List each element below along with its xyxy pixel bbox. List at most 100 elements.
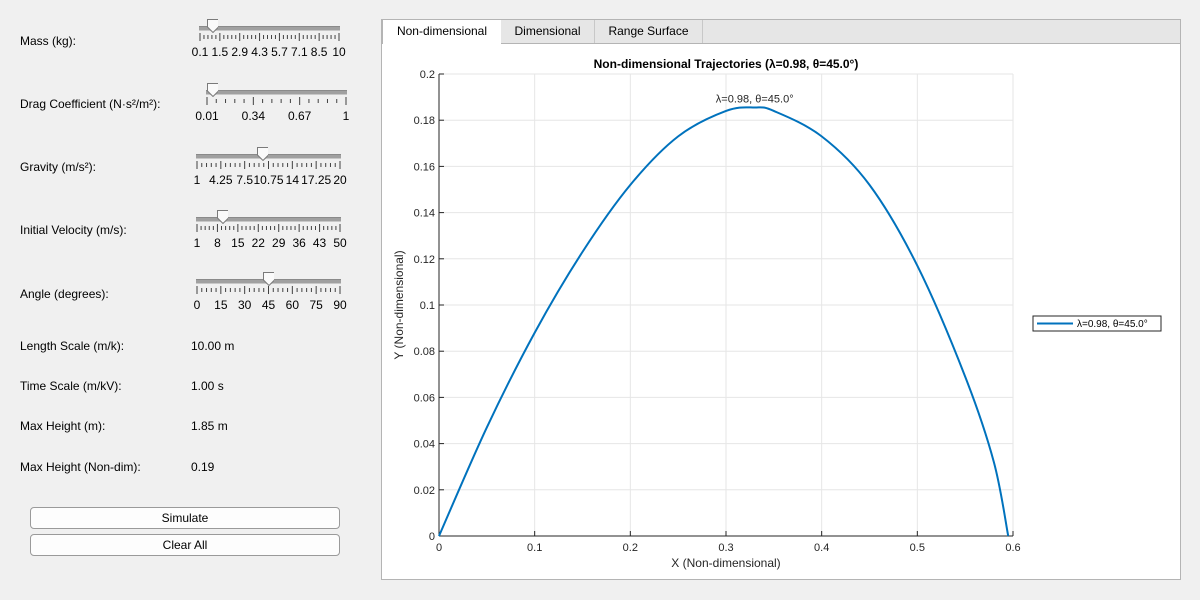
initial-velocity-slider[interactable]: 1 8 15 22 29 36 43 50 xyxy=(193,210,347,250)
slider-tick-label: 10.75 xyxy=(253,173,284,187)
slider-tick-labels: 1 8 15 22 29 36 43 50 xyxy=(193,236,347,250)
slider-track[interactable] xyxy=(196,217,341,222)
slider-track[interactable] xyxy=(199,26,340,31)
drag-coefficient-label: Drag Coefficient (N·s²/m²): xyxy=(20,97,161,111)
y-tick-label: 0.18 xyxy=(414,115,435,127)
slider-tick-label: 10 xyxy=(332,45,346,59)
y-tick-labels: 0 0.02 0.04 0.06 0.08 0.1 0.12 0.14 0.16 0.18 0.2 xyxy=(414,69,435,543)
tab-bar: Non-dimensional Dimensional Range Surfac… xyxy=(382,20,1180,44)
y-tick-label: 0 xyxy=(429,531,435,543)
chart-axes xyxy=(438,73,1014,537)
tab-range-surface[interactable]: Range Surface xyxy=(595,20,703,43)
initial-velocity-label: Initial Velocity (m/s): xyxy=(20,223,127,237)
x-tick-label: 0.5 xyxy=(910,542,925,554)
time-scale-label: Time Scale (m/kV): xyxy=(20,379,122,393)
clear-all-button[interactable]: Clear All xyxy=(30,534,340,556)
slider-tick-label: 1 xyxy=(193,173,201,187)
slider-tick-label: 2.9 xyxy=(231,45,249,59)
y-tick-label: 0.04 xyxy=(414,439,435,451)
slider-thumb[interactable] xyxy=(262,272,274,286)
slider-tick-label: 0.01 xyxy=(195,109,219,123)
max-height-nondim-label: Max Height (Non-dim): xyxy=(20,460,141,474)
y-tick-label: 0.12 xyxy=(414,254,435,266)
mass-slider[interactable]: 0.1 1.5 2.9 4.3 5.7 7.1 8.5 10 xyxy=(192,19,346,59)
slider-ticks xyxy=(196,161,341,169)
peak-annotation: λ=0.98, θ=45.0° xyxy=(716,93,794,105)
slider-tick-label: 5.7 xyxy=(271,45,288,59)
slider-tick-labels: 0.1 1.5 2.9 4.3 5.7 7.1 8.5 10 xyxy=(192,45,346,59)
slider-track[interactable] xyxy=(196,154,341,159)
slider-tick-labels: 0 15 30 45 60 75 90 xyxy=(193,298,347,312)
y-tick-label: 0.2 xyxy=(420,69,435,81)
slider-thumb[interactable] xyxy=(257,147,269,161)
slider-tick-label: 0 xyxy=(193,298,201,312)
slider-track[interactable] xyxy=(206,90,347,95)
chart-legend: λ=0.98, θ=45.0° xyxy=(1032,315,1162,332)
tab-dimensional[interactable]: Dimensional xyxy=(501,20,595,43)
x-tick-label: 0 xyxy=(436,542,442,554)
slider-tick-label: 90 xyxy=(333,298,347,312)
slider-tick-label: 0.67 xyxy=(287,109,312,123)
slider-tick-label: 4.25 xyxy=(209,173,233,187)
slider-tick-label: 1 xyxy=(193,236,201,250)
y-tick-label: 0.08 xyxy=(414,346,435,358)
gravity-label: Gravity (m/s²): xyxy=(20,160,96,174)
simulate-button[interactable]: Simulate xyxy=(30,507,340,529)
slider-ticks xyxy=(196,224,341,232)
trajectory-series-line xyxy=(438,106,1010,537)
slider-tick-label: 50 xyxy=(333,236,347,250)
chart-grid xyxy=(438,73,1014,537)
slider-thumb[interactable] xyxy=(217,210,229,224)
y-tick-label: 0.02 xyxy=(414,485,435,497)
gravity-slider[interactable]: 1 4.25 7.5 10.75 14 17.25 20 xyxy=(193,147,347,187)
max-height-value: 1.85 m xyxy=(191,419,228,433)
y-tick-label: 0.06 xyxy=(414,392,435,404)
y-axis-label: Y (Non-dimensional) xyxy=(392,250,406,359)
slider-tick-label: 60 xyxy=(285,298,300,312)
slider-tick-label: 8 xyxy=(214,236,221,250)
x-tick-label: 0.4 xyxy=(814,542,829,554)
y-tick-label: 0.14 xyxy=(414,208,435,220)
slider-tick-label: 36 xyxy=(292,236,306,250)
slider-ticks xyxy=(196,286,341,294)
slider-tick-label: 17.25 xyxy=(301,173,332,187)
slider-tick-label: 30 xyxy=(237,298,252,312)
mass-label: Mass (kg): xyxy=(20,34,77,48)
trajectory-chart: 0 0.1 0.2 0.3 0.4 0.5 0.6 0 0.02 0.04 0.06 0.08 0.1… xyxy=(392,57,1162,570)
x-tick-label: 0.2 xyxy=(623,542,638,554)
slider-tick-labels: 1 4.25 7.5 10.75 14 17.25 20 xyxy=(193,173,347,187)
slider-tick-label: 75 xyxy=(309,298,323,312)
time-scale-value: 1.00 s xyxy=(191,379,224,393)
slider-ticks xyxy=(206,97,347,105)
legend-box xyxy=(1032,315,1162,332)
length-scale-label: Length Scale (m/k): xyxy=(20,339,125,353)
length-scale-value: 10.00 m xyxy=(191,339,235,353)
angle-slider[interactable]: 0 15 30 45 60 75 90 xyxy=(193,272,347,312)
slider-tick-label: 22 xyxy=(251,236,265,250)
series-layer xyxy=(438,106,1010,537)
slider-ticks xyxy=(199,33,340,41)
slider-tick-label: 0.34 xyxy=(241,109,266,123)
max-height-nondim-value: 0.19 xyxy=(191,460,215,474)
max-height-label: Max Height (m): xyxy=(20,419,106,433)
x-axis-label: X (Non-dimensional) xyxy=(671,556,780,570)
slider-tick-label: 45 xyxy=(261,298,276,312)
slider-tick-label: 29 xyxy=(272,236,286,250)
slider-thumb[interactable] xyxy=(206,19,218,33)
x-tick-label: 0.3 xyxy=(718,542,733,554)
slider-tick-label: 7.1 xyxy=(290,45,308,59)
drag-coefficient-slider[interactable]: 0.01 0.34 0.67 1 xyxy=(195,83,350,123)
slider-tick-label: 1 xyxy=(342,109,350,123)
slider-tick-label: 8.5 xyxy=(310,45,328,59)
x-tick-label: 0.1 xyxy=(527,542,542,554)
angle-label: Angle (degrees): xyxy=(20,287,109,301)
y-tick-label: 0.1 xyxy=(420,300,435,312)
slider-tick-label: 4.3 xyxy=(251,45,268,59)
tab-non-dimensional[interactable]: Non-dimensional xyxy=(382,20,502,44)
slider-tick-label: 0.1 xyxy=(191,45,209,59)
slider-tick-labels: 0.01 0.34 0.67 1 xyxy=(195,109,350,123)
x-tick-labels: 0 0.1 0.2 0.3 0.4 0.5 0.6 xyxy=(436,542,1021,554)
y-tick-label: 0.16 xyxy=(414,161,435,173)
slider-thumb[interactable] xyxy=(206,83,218,97)
tab-panel: Non-dimensional Dimensional Range Surfac… xyxy=(381,19,1181,580)
